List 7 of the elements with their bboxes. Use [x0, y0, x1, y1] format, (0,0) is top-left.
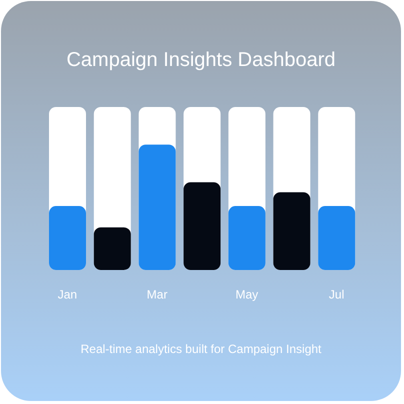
bar	[94, 227, 131, 270]
x-tick-label: Jul	[328, 288, 344, 302]
x-tick-label: Mar	[146, 288, 168, 302]
x-tick-label: Jan	[58, 288, 78, 302]
chart-title: Campaign Insights Dashboard	[65, 49, 337, 72]
x-tick-label: May	[236, 288, 258, 302]
text: Real-time analytics built for Campaign Insight	[80, 342, 322, 356]
